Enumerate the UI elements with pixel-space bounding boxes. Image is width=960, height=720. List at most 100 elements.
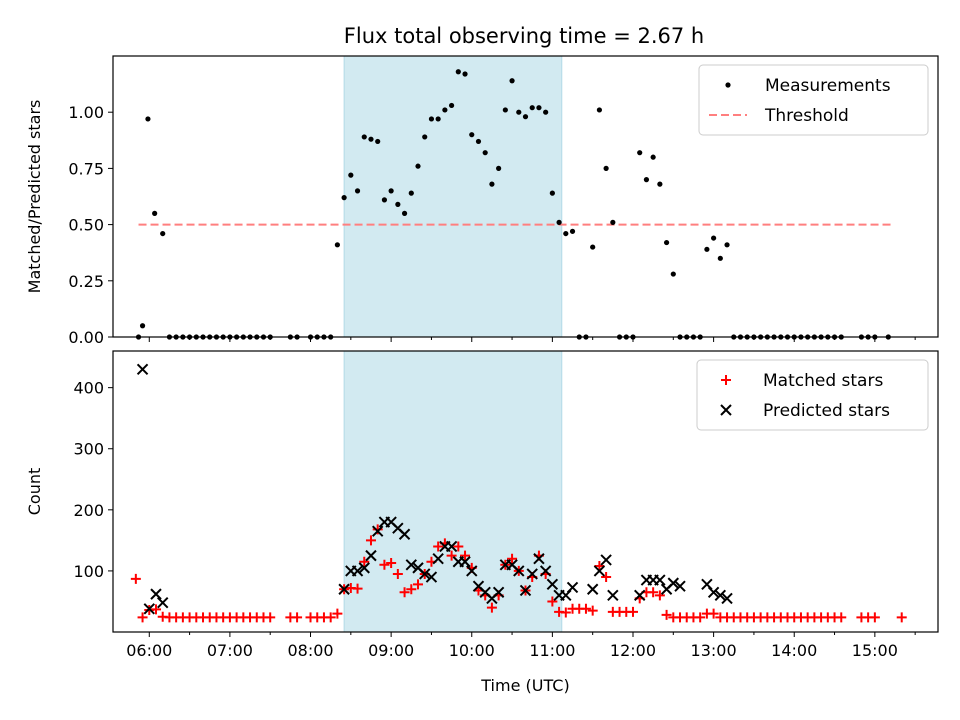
data-point — [292, 612, 303, 623]
data-point — [657, 181, 663, 187]
data-point — [519, 584, 532, 597]
data-point — [462, 71, 468, 77]
data-point — [637, 150, 643, 156]
x-axis-label: Time (UTC) — [480, 676, 569, 695]
data-point — [569, 228, 576, 234]
y-tick-label: 200 — [73, 501, 104, 520]
data-point — [489, 181, 495, 187]
legend-box — [698, 64, 929, 136]
y-tick-label: 0.00 — [68, 328, 104, 347]
data-point — [475, 138, 482, 145]
data-point — [549, 190, 555, 196]
x-tick-label: 09:00 — [368, 641, 414, 660]
y-tick-label: 0.50 — [68, 216, 104, 235]
x-tick-label: 11:00 — [529, 641, 575, 660]
data-point — [381, 197, 388, 203]
y-tick-label: 1.00 — [68, 103, 104, 122]
data-point — [422, 134, 428, 140]
data-point — [533, 552, 545, 565]
data-point — [711, 235, 717, 241]
data-point — [492, 586, 505, 599]
legend-label: Threshold — [764, 106, 849, 126]
top-panel: 0.00 0.25 0.50 0.75 1.00 Matched/Predicted st… — [25, 55, 939, 347]
data-point — [150, 604, 161, 615]
legend-label: Matched stars — [763, 371, 883, 391]
data-point — [543, 109, 549, 115]
y-axis-label: Count — [25, 468, 44, 516]
data-point — [341, 195, 347, 201]
data-point — [526, 568, 538, 580]
data-point — [460, 550, 471, 561]
data-point — [386, 557, 397, 568]
data-point — [486, 602, 497, 613]
data-point — [453, 541, 464, 552]
highlight-span — [343, 55, 563, 338]
axes-frame — [112, 55, 939, 338]
data-point — [707, 586, 720, 599]
data-point — [663, 239, 670, 246]
y-tick-label: 0.25 — [68, 272, 104, 291]
legend-marker — [721, 375, 731, 385]
data-point — [546, 578, 559, 591]
data-point — [654, 590, 665, 601]
data-point — [361, 134, 367, 140]
data-point — [152, 210, 158, 216]
data-point — [137, 612, 148, 623]
y-tick-label: 300 — [73, 440, 104, 459]
data-point — [654, 574, 666, 586]
data-point — [398, 528, 411, 540]
data-point — [601, 572, 612, 583]
data-point — [496, 165, 502, 171]
data-point — [348, 172, 354, 178]
data-point — [539, 565, 552, 577]
data-point — [150, 588, 162, 600]
data-point — [351, 565, 364, 577]
data-point — [717, 255, 723, 261]
data-point — [433, 541, 444, 552]
data-point — [160, 230, 166, 237]
data-point — [448, 102, 455, 109]
data-point — [413, 579, 424, 590]
data-point — [399, 587, 410, 598]
data-point — [556, 219, 562, 225]
legend-label: Measurements — [765, 76, 891, 96]
data-point — [338, 583, 350, 595]
legend-label: Predicted stars — [763, 401, 890, 421]
data-point — [352, 583, 363, 594]
data-point — [425, 571, 438, 583]
data-point — [432, 552, 444, 565]
x-tick-label: 14:00 — [771, 641, 817, 660]
x-tick-label: 15:00 — [852, 641, 898, 660]
data-point — [365, 535, 376, 546]
data-point — [359, 556, 370, 567]
data-point — [560, 607, 571, 618]
data-point — [143, 603, 155, 615]
data-point — [388, 188, 394, 194]
y-tick-label: 0.75 — [68, 159, 104, 178]
data-point — [375, 138, 381, 145]
data-point — [600, 554, 612, 566]
data-point — [459, 556, 471, 568]
legend: Measurements Threshold — [698, 64, 929, 136]
data-point — [896, 612, 907, 623]
x-tick-label: 08:00 — [287, 641, 333, 660]
data-point — [358, 562, 370, 574]
data-point — [372, 524, 383, 535]
data-point — [695, 612, 706, 623]
data-point — [415, 163, 421, 169]
data-point — [130, 573, 141, 584]
y-axis-label: Matched/Predicted stars — [25, 100, 44, 294]
data-point — [603, 165, 609, 171]
data-point — [627, 606, 638, 617]
x-tick-label: 12:00 — [610, 641, 656, 660]
data-point — [724, 242, 730, 248]
legend-marker — [720, 404, 732, 416]
data-point — [670, 271, 676, 277]
data-point — [596, 107, 603, 113]
x-tick-label: 06:00 — [126, 641, 172, 660]
data-point — [507, 553, 518, 564]
data-point — [406, 584, 417, 595]
data-point — [513, 565, 525, 577]
x-tick-label: 13:00 — [691, 641, 737, 660]
data-point — [590, 244, 596, 250]
